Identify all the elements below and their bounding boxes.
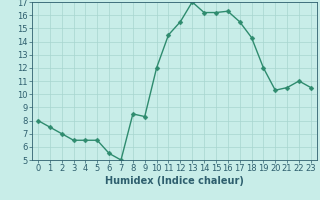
X-axis label: Humidex (Indice chaleur): Humidex (Indice chaleur) bbox=[105, 176, 244, 186]
